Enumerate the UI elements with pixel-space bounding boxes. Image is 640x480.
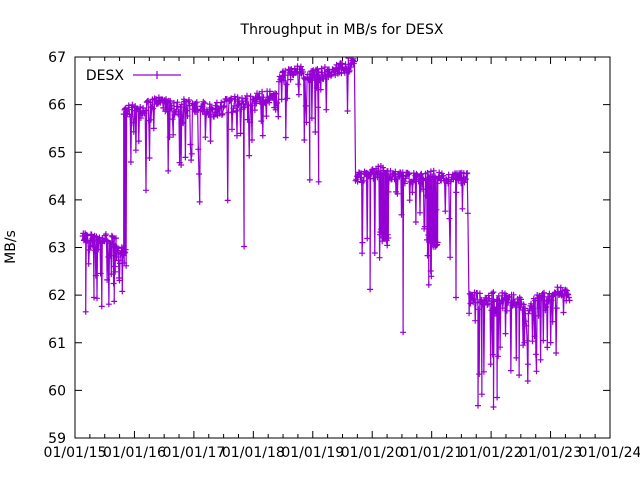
y-tick-label: 66 xyxy=(48,98,66,114)
legend-label: DESX xyxy=(86,68,125,84)
y-tick-label: 67 xyxy=(48,50,66,66)
y-tick-label: 65 xyxy=(48,145,66,161)
series-desx xyxy=(79,57,573,410)
y-tick-label: 64 xyxy=(48,193,66,209)
series-desx-points xyxy=(79,57,573,410)
x-tick-label: 01/01/16 xyxy=(103,445,166,461)
axis-ticks xyxy=(74,56,611,439)
y-tick-label: 59 xyxy=(48,431,66,447)
x-tick-label: 01/01/21 xyxy=(400,445,463,461)
x-tick-label: 01/01/24 xyxy=(579,445,640,461)
y-tick-label: 62 xyxy=(48,288,66,304)
chart-title: Throughput in MB/s for DESX xyxy=(240,22,444,38)
tick-marks xyxy=(74,56,611,439)
axis-tick-labels: 01/01/1501/01/1601/01/1701/01/1801/01/19… xyxy=(44,50,640,461)
y-tick-label: 63 xyxy=(48,241,66,257)
legend: DESX xyxy=(86,68,181,84)
x-tick-label: 01/01/18 xyxy=(222,445,285,461)
x-tick-label: 01/01/17 xyxy=(162,445,225,461)
legend-sample-line xyxy=(133,71,181,79)
x-tick-label: 01/01/15 xyxy=(44,445,107,461)
x-tick-label: 01/01/22 xyxy=(460,445,523,461)
y-tick-label: 60 xyxy=(48,383,66,399)
y-tick-label: 61 xyxy=(48,336,66,352)
x-tick-label: 01/01/23 xyxy=(519,445,582,461)
y-axis-label: MB/s xyxy=(3,230,19,264)
x-tick-label: 01/01/19 xyxy=(281,445,344,461)
x-tick-label: 01/01/20 xyxy=(341,445,404,461)
